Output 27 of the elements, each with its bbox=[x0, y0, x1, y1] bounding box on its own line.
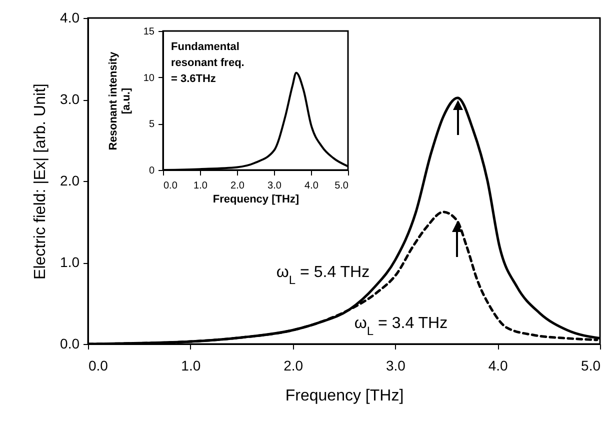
x-tick-label: 0.0 bbox=[164, 180, 178, 192]
y-tick-label: 4.0 bbox=[60, 10, 80, 26]
annotation: ω$_{L}$ = 3.4 THz bbox=[354, 315, 448, 338]
annotation: ω$_{L}$ = 5.4 THz bbox=[276, 264, 370, 287]
x-tick-label: 3.0 bbox=[386, 358, 406, 374]
x-tick-label: 2.0 bbox=[230, 180, 245, 192]
x-tick-label: 5.0 bbox=[581, 358, 601, 374]
x-tick-label: 1.0 bbox=[194, 180, 208, 192]
x-tick-label: 5.0 bbox=[334, 180, 349, 192]
y-tick-label: 0 bbox=[148, 166, 155, 176]
y-tick-label: 3.0 bbox=[60, 91, 80, 107]
x-tick-label: 4.0 bbox=[488, 358, 508, 374]
y-axis-title: Electric field: |Ex| [arb. Unit] bbox=[32, 84, 50, 280]
y-tick-label: 15 bbox=[143, 26, 155, 38]
annotation: Fundamental resonant freq. = 3.6THz bbox=[171, 41, 244, 85]
x-axis-title: Frequency [THz] bbox=[212, 194, 300, 206]
y-tick-label: 0.0 bbox=[60, 336, 80, 352]
x-tick-label: 1.0 bbox=[181, 358, 201, 374]
x-axis-title: Frequency [THz] bbox=[285, 388, 404, 404]
x-tick-label: 3.0 bbox=[268, 180, 282, 192]
y-tick-label: 1.0 bbox=[60, 254, 80, 270]
x-tick-label: 0.0 bbox=[88, 358, 108, 374]
y-tick-label: 10 bbox=[143, 72, 155, 84]
y-tick-label: 5 bbox=[148, 119, 155, 130]
x-tick-label: 4.0 bbox=[304, 180, 319, 192]
x-tick-label: 2.0 bbox=[284, 358, 304, 374]
y-axis-title: Resonant intensity [a.u.] bbox=[107, 50, 132, 150]
